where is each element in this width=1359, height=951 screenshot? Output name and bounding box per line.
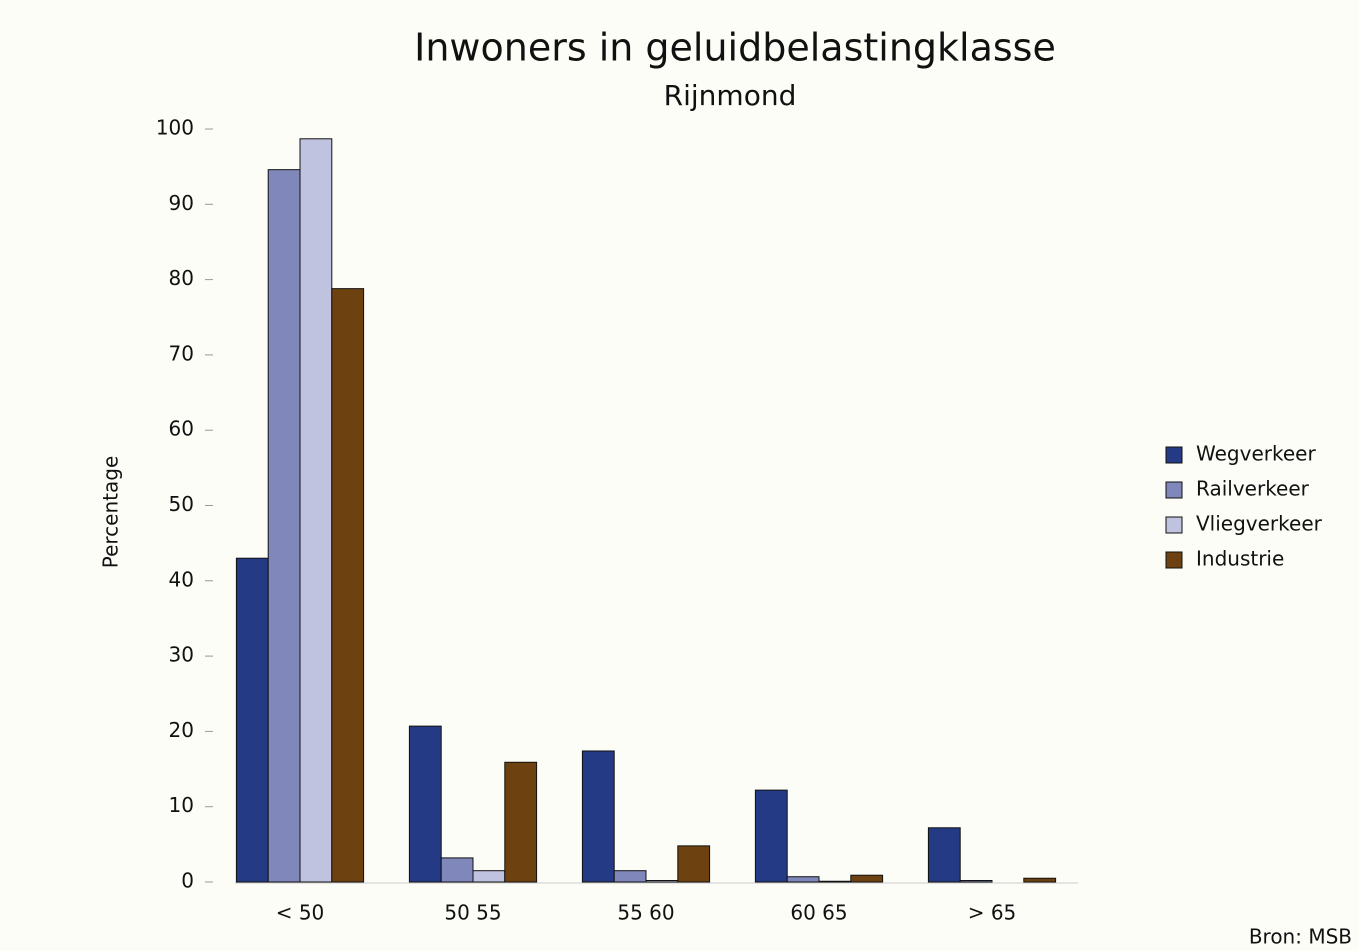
- bar: [299, 138, 333, 883]
- y-tick-label: 80: [169, 266, 194, 290]
- chart-subtitle: Rijnmond: [664, 79, 797, 112]
- y-tick-label: 40: [169, 567, 194, 591]
- bar: [1023, 877, 1057, 883]
- bar: [504, 761, 538, 883]
- bar: [331, 288, 365, 883]
- x-tick-label: < 50: [276, 901, 325, 925]
- bar: [645, 879, 679, 883]
- y-tick-label: 70: [169, 341, 194, 365]
- x-tick-label: 55 60: [617, 901, 674, 925]
- bar: [818, 880, 852, 883]
- y-tick-label: 20: [169, 718, 194, 742]
- y-tick-label: 60: [169, 417, 194, 441]
- bar: [927, 827, 961, 883]
- bar: [267, 169, 301, 883]
- x-tick-label: 60 65: [790, 901, 847, 925]
- legend-swatch: [1165, 446, 1183, 464]
- y-tick-label: 0: [181, 869, 194, 893]
- legend-label: Industrie: [1196, 547, 1284, 571]
- bar: [677, 845, 711, 883]
- y-tick-label: 30: [169, 643, 194, 667]
- legend-label: Wegverkeer: [1196, 442, 1316, 466]
- legend-label: Vliegverkeer: [1196, 512, 1323, 536]
- x-tick-label: 50 55: [444, 901, 501, 925]
- legend-swatch: [1165, 516, 1183, 534]
- bar: [440, 857, 474, 883]
- x-tick-label: > 65: [968, 901, 1017, 925]
- y-tick-label: 10: [169, 793, 194, 817]
- y-tick-label: 100: [156, 116, 194, 140]
- bar: [959, 879, 993, 883]
- bar: [581, 750, 615, 883]
- bar: [472, 870, 506, 883]
- legend-swatch: [1165, 481, 1183, 499]
- bar: [613, 870, 647, 883]
- bar: [235, 557, 269, 883]
- bar: [754, 789, 788, 883]
- bar: [786, 876, 820, 883]
- legend-swatch: [1165, 551, 1183, 569]
- legend-label: Railverkeer: [1196, 477, 1310, 501]
- source-note: Bron: MSB: [1249, 925, 1352, 949]
- y-axis-label: Percentage: [99, 456, 123, 569]
- y-tick-label: 50: [169, 492, 194, 516]
- y-tick-label: 90: [169, 191, 194, 215]
- bar: [408, 725, 442, 883]
- chart-title: Inwoners in geluidbelastingklasse: [414, 26, 1056, 70]
- bar: [850, 874, 884, 883]
